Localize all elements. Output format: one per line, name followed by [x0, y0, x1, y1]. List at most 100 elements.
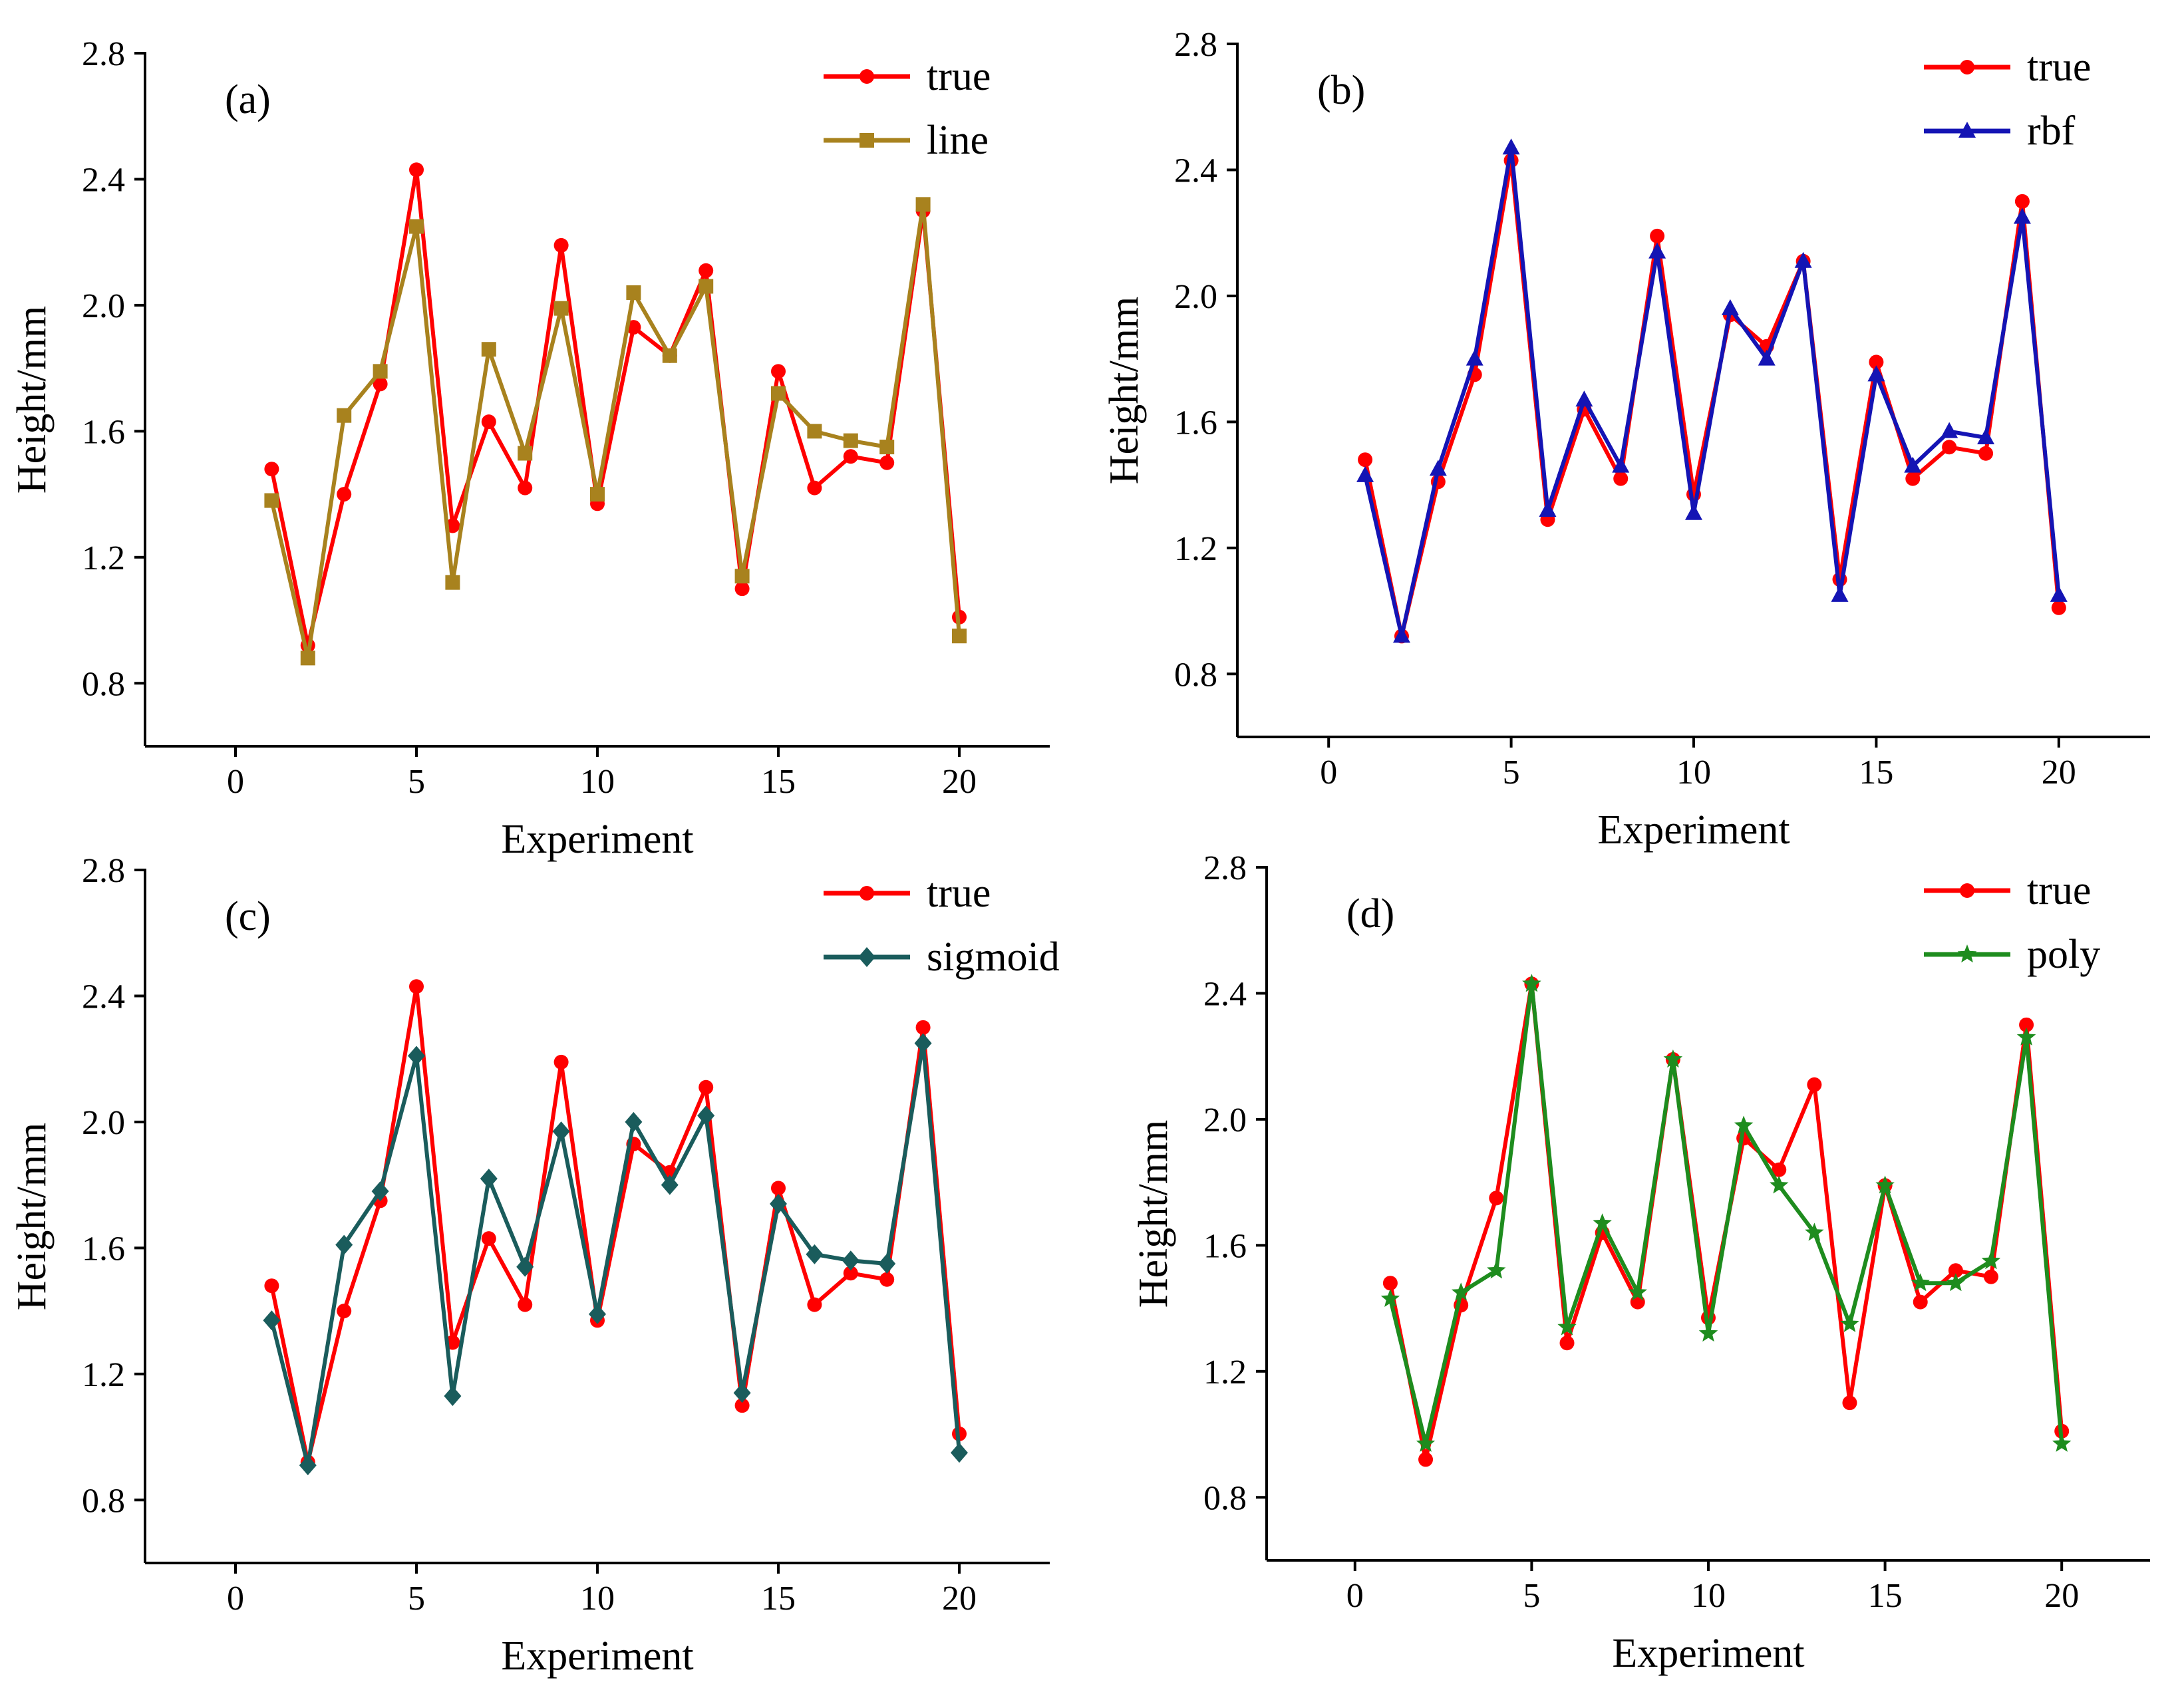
data-point-true — [879, 1272, 895, 1287]
y-tick-label: 2.8 — [82, 35, 125, 73]
data-point-true — [409, 162, 424, 178]
y-tick-label: 2.0 — [1174, 278, 1217, 316]
panel-label: (b) — [1317, 68, 1365, 113]
panel-c: 0.8 1.2 1.6 2.0 2.4 2.8 0 5 10 15 20 Experiment Heig… — [9, 852, 1060, 1679]
y-axis-title: Height/mm — [1131, 1120, 1176, 1308]
legend-label-poly: poly — [2027, 932, 2100, 977]
x-axis-title: Experiment — [1597, 807, 1790, 853]
legend-marker-line — [859, 133, 874, 148]
legend-marker-true — [859, 69, 874, 84]
y-tick-label: 2.0 — [1203, 1101, 1247, 1139]
data-point-sigmoid — [842, 1250, 859, 1271]
y-axis-title: Height/mm — [9, 306, 55, 494]
data-point-line — [734, 569, 750, 584]
data-point-poly — [2052, 1433, 2072, 1452]
y-axis-title: Height/mm — [1102, 297, 1147, 484]
data-point-true — [734, 1398, 750, 1413]
data-point-line — [445, 575, 460, 590]
x-tick-label: 10 — [580, 1580, 615, 1618]
data-point-true — [2051, 600, 2066, 615]
data-point-true — [264, 1278, 279, 1294]
data-point-true — [879, 455, 895, 470]
data-point-sigmoid — [733, 1383, 751, 1403]
y-tick-label: 2.4 — [1174, 152, 1217, 190]
x-tick-label: 15 — [1868, 1577, 1903, 1615]
data-point-rbf — [1429, 460, 1447, 476]
y-tick-label: 1.2 — [1174, 530, 1217, 568]
legend-marker-true — [1960, 60, 1974, 74]
data-point-true — [1613, 471, 1629, 486]
legend-label-sigmoid: sigmoid — [927, 934, 1060, 980]
data-point-sigmoid — [661, 1175, 679, 1195]
data-point-line — [518, 446, 533, 461]
x-tick-label: 20 — [2044, 1577, 2079, 1615]
data-point-line — [264, 493, 279, 508]
data-point-poly — [1981, 1251, 2001, 1270]
data-point-true — [915, 1020, 931, 1035]
x-tick-label: 5 — [1523, 1577, 1540, 1615]
data-point-true — [553, 1054, 569, 1069]
y-tick-label: 1.6 — [1174, 404, 1217, 442]
x-axis-title: Experiment — [501, 817, 693, 862]
data-point-rbf — [1356, 466, 1374, 482]
data-point-poly — [1628, 1282, 1647, 1301]
data-point-true — [1978, 446, 1994, 461]
y-tick-label: 2.4 — [82, 161, 125, 199]
data-point-rbf — [1392, 627, 1410, 643]
panel-label: (d) — [1346, 891, 1394, 936]
data-point-rbf — [1867, 365, 1885, 382]
y-tick-label: 2.4 — [1203, 975, 1247, 1013]
series-line-sigmoid — [269, 1041, 961, 1468]
data-point-true — [553, 237, 569, 253]
legend-marker-poly — [1957, 944, 1977, 963]
data-point-true — [1489, 1191, 1504, 1206]
data-point-rbf — [1758, 349, 1776, 366]
data-point-true — [264, 462, 279, 477]
data-point-true — [481, 414, 496, 430]
x-tick-label: 5 — [1503, 754, 1520, 791]
data-point-true — [2014, 194, 2030, 209]
data-point-poly — [1840, 1314, 1859, 1332]
panel-a: 0.8 1.2 1.6 2.0 2.4 2.8 0 5 10 15 20 Experiment Heig… — [9, 35, 1050, 862]
data-point-true — [1905, 471, 1921, 486]
y-axis-title: Height/mm — [9, 1123, 55, 1310]
data-point-true — [2019, 1017, 2034, 1032]
x-tick-label: 10 — [580, 763, 615, 801]
data-point-line — [771, 386, 786, 401]
panel-b: 0.8 1.2 1.6 2.0 2.4 2.8 0 5 10 15 20 Experiment Heig… — [1102, 26, 2150, 853]
data-point-rbf — [1539, 500, 1557, 517]
data-point-line — [626, 285, 641, 300]
data-point-true — [1983, 1269, 1998, 1284]
x-axis-title: Experiment — [501, 1633, 693, 1679]
data-point-true — [1382, 1276, 1398, 1291]
data-point-true — [518, 1297, 533, 1312]
data-point-sigmoid — [806, 1244, 824, 1264]
data-point-rbf — [1831, 585, 1849, 602]
data-point-line — [807, 424, 822, 439]
data-point-line — [915, 197, 931, 212]
data-point-line — [662, 348, 677, 363]
data-point-true — [373, 376, 388, 392]
x-tick-label: 15 — [761, 763, 796, 801]
data-point-poly — [1451, 1282, 1471, 1301]
data-point-poly — [1805, 1222, 1824, 1241]
legend-label-true: true — [927, 871, 991, 916]
panel-d: 0.8 1.2 1.6 2.0 2.4 2.8 0 5 10 15 20 Experiment Heig… — [1131, 849, 2150, 1676]
data-point-line — [952, 629, 967, 644]
legend-marker-sigmoid — [858, 947, 875, 967]
data-point-sigmoid — [878, 1254, 896, 1274]
data-point-true — [1807, 1077, 1822, 1092]
data-point-poly — [1698, 1324, 1718, 1342]
data-point-poly — [1946, 1273, 1966, 1292]
data-point-rbf — [1794, 251, 1812, 268]
data-point-true — [734, 581, 750, 597]
y-tick-label: 2.0 — [82, 1104, 125, 1142]
y-tick-label: 2.0 — [82, 287, 125, 325]
data-point-poly — [1557, 1317, 1577, 1336]
legend-marker-true — [1960, 883, 1974, 898]
data-point-sigmoid — [951, 1443, 968, 1463]
y-tick-label: 1.6 — [82, 413, 125, 451]
data-point-line — [337, 408, 352, 423]
data-point-sigmoid — [589, 1304, 606, 1324]
